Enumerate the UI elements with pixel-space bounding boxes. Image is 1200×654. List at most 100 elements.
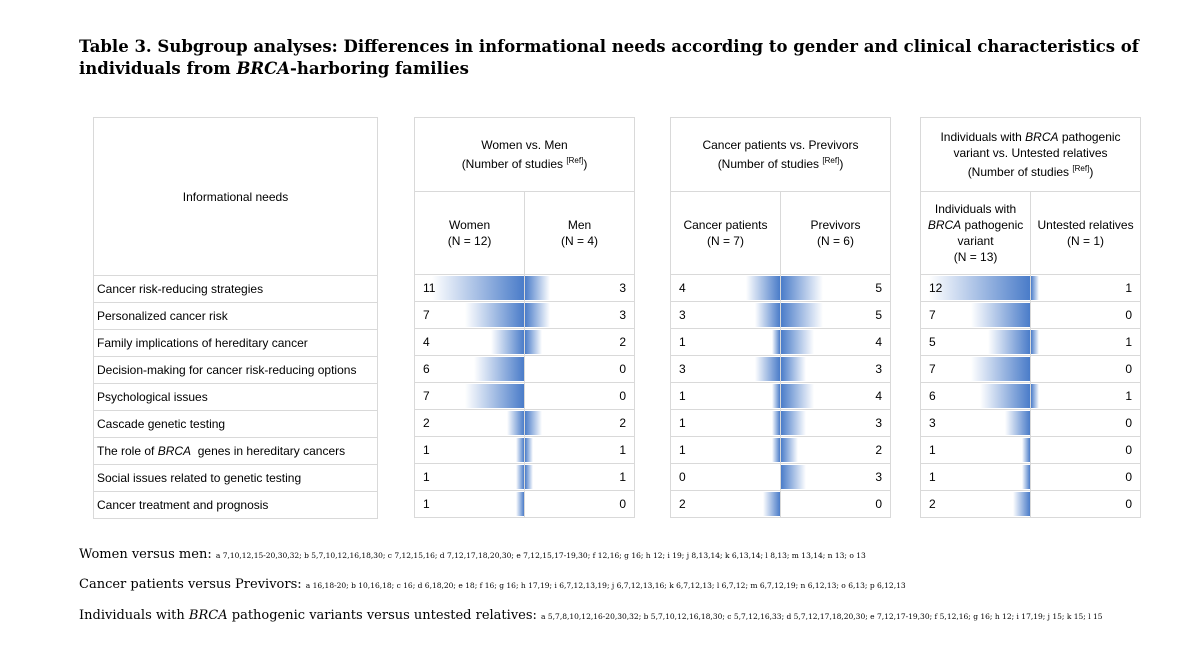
col-header-cancer-patients: Cancer patients (N = 7): [670, 191, 781, 275]
value-label: 2: [619, 335, 626, 349]
value-bar: [971, 357, 1031, 381]
value-label: 5: [875, 308, 882, 322]
table-row: 11 3: [413, 274, 635, 302]
value-label: 1: [619, 470, 626, 484]
left-value-cell: 3: [670, 301, 781, 329]
value-bar: [1021, 465, 1031, 489]
col-header-untested-relatives: Untested relatives (N = 1): [1030, 191, 1141, 275]
left-value-cell: 1: [413, 436, 526, 464]
value-bar: [988, 330, 1031, 354]
left-value-cell: 4: [670, 274, 781, 302]
value-label: 0: [679, 470, 686, 484]
value-label: 4: [875, 389, 882, 403]
value-label: 0: [619, 362, 626, 376]
right-value-cell: 0: [524, 490, 635, 518]
left-value-cell: 12: [919, 274, 1032, 302]
left-value-cell: 1: [670, 436, 781, 464]
right-value-cell: 2: [779, 436, 892, 464]
right-value-cell: 1: [1030, 328, 1141, 356]
value-label: 2: [423, 416, 430, 430]
value-label: 2: [619, 416, 626, 430]
table-title: Table 3. Subgroup analyses: Differences …: [79, 37, 1139, 78]
value-bar: [515, 465, 525, 489]
value-label: 1: [1125, 389, 1132, 403]
need-label: The role of BRCA genes in hereditary can…: [93, 437, 378, 465]
value-label: 7: [929, 362, 936, 376]
left-value-cell: 1: [413, 490, 526, 518]
right-value-cell: 3: [524, 274, 635, 302]
left-value-cell: 6: [413, 355, 526, 383]
value-bar: [780, 465, 807, 489]
value-label: 1: [423, 443, 430, 457]
value-label: 4: [875, 335, 882, 349]
value-bar: [525, 411, 542, 435]
left-value-cell: 7: [413, 301, 526, 329]
value-label: 0: [1125, 308, 1132, 322]
value-bar: [1031, 276, 1040, 300]
left-value-cell: 7: [919, 301, 1032, 329]
value-label: 6: [929, 389, 936, 403]
col-header-previvors: Previvors (N = 6): [779, 191, 892, 275]
value-bar: [515, 492, 525, 516]
left-value-cell: 1: [919, 463, 1032, 491]
right-value-cell: 0: [524, 355, 635, 383]
footnote-women-men: Women versus men: a 7,10,12,15-20,30,32;…: [79, 547, 866, 562]
right-value-cell: 3: [779, 463, 892, 491]
value-bar: [1021, 438, 1031, 462]
value-label: 3: [929, 416, 936, 430]
left-value-cell: 2: [919, 490, 1032, 518]
right-value-cell: 0: [779, 490, 892, 518]
right-value-cell: 2: [524, 409, 635, 437]
value-bar: [525, 303, 551, 327]
left-value-cell: 0: [670, 463, 781, 491]
value-label: 0: [1125, 497, 1132, 511]
value-label: 7: [929, 308, 936, 322]
right-value-cell: 5: [779, 274, 892, 302]
right-value-cell: 3: [779, 409, 892, 437]
value-label: 1: [1125, 281, 1132, 295]
left-value-cell: 2: [670, 490, 781, 518]
table-row: 12 1: [919, 274, 1141, 302]
value-label: 1: [423, 497, 430, 511]
group-header: Cancer patients vs. Previvors (Number of…: [670, 117, 891, 192]
col-header-brca-carriers: Individuals with BRCA pathogenic variant(…: [919, 191, 1032, 275]
footnote-cancer-previvors: Cancer patients versus Previvors: a 16,1…: [79, 577, 906, 592]
left-value-cell: 4: [413, 328, 526, 356]
left-value-cell: 11: [413, 274, 526, 302]
left-value-cell: 2: [413, 409, 526, 437]
value-bar: [754, 357, 780, 381]
value-bar: [525, 465, 534, 489]
value-label: 4: [423, 335, 430, 349]
left-value-cell: 5: [919, 328, 1032, 356]
group-cancer-vs-previvors: Cancer patients vs. Previvors (Number of…: [670, 117, 892, 518]
need-label: Psychological issues: [93, 383, 378, 411]
value-bar: [780, 357, 807, 381]
right-value-cell: 5: [779, 301, 892, 329]
value-label: 2: [929, 497, 936, 511]
value-bar: [507, 411, 525, 435]
need-label: Cancer treatment and prognosis: [93, 491, 378, 519]
col-header-men: Men (N = 4): [524, 191, 635, 275]
value-bar: [780, 303, 823, 327]
value-bar: [525, 276, 551, 300]
value-label: 12: [929, 281, 943, 295]
need-label: Cancer risk-reducing strategies: [93, 275, 378, 303]
value-bar: [780, 384, 815, 408]
value-bar: [525, 438, 534, 462]
value-label: 3: [875, 362, 882, 376]
value-bar: [746, 276, 780, 300]
value-bar: [490, 330, 525, 354]
